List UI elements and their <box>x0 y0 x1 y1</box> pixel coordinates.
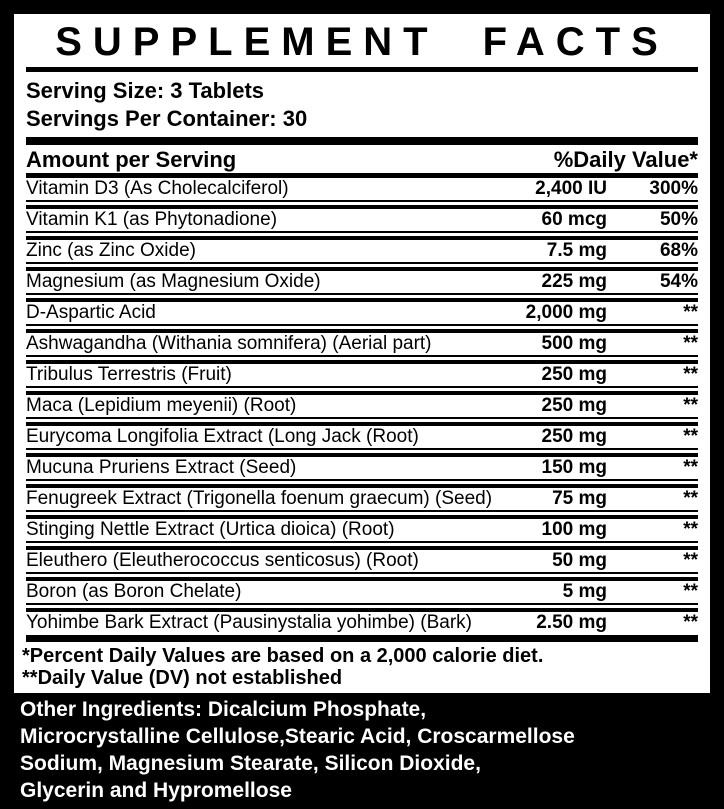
row-divider <box>26 262 698 271</box>
ingredient-daily-value: ** <box>683 488 698 509</box>
row-divider <box>26 231 698 240</box>
section-divider-bar <box>26 137 698 145</box>
table-row: Ashwagandha (Withania somnifera) (Aerial… <box>26 333 698 355</box>
amount-per-serving-header: Amount per Serving <box>26 147 237 172</box>
table-row: Eurycoma Longifolia Extract (Long Jack (… <box>26 426 698 448</box>
ingredient-name: Eleuthero (Eleutherococcus senticosus) (… <box>26 550 419 571</box>
ingredient-daily-value: ** <box>683 302 698 323</box>
servings-per-container: Servings Per Container: 30 <box>26 106 308 131</box>
row-divider <box>26 324 698 333</box>
panel-title: SUPPLEMENT FACTS <box>55 20 669 64</box>
table-row: Vitamin K1 (as Phytonadione) 60 mcg 50% <box>26 209 698 231</box>
ingredient-daily-value: 54% <box>659 271 698 292</box>
ingredient-name: Boron (as Boron Chelate) <box>26 581 242 602</box>
ingredient-name: Yohimbe Bark Extract (Pausinystalia yohi… <box>26 612 472 633</box>
ingredient-name: Stinging Nettle Extract (Urtica dioica) … <box>26 519 395 540</box>
ingredient-daily-value: ** <box>683 333 698 354</box>
row-divider <box>26 448 698 457</box>
ingredient-daily-value: ** <box>683 519 698 540</box>
table-row: D-Aspartic Acid 2,000 mg ** <box>26 302 698 324</box>
ingredient-name: Fenugreek Extract (Trigonella foenum gra… <box>26 488 493 509</box>
ingredient-amount: 50 mg <box>552 550 607 571</box>
table-row: Mucuna Pruriens Extract (Seed) 150 mg ** <box>26 457 698 479</box>
ingredient-amount: 250 mg <box>541 364 607 385</box>
ingredient-name: Maca (Lepidium meyenii) (Root) <box>26 395 297 416</box>
ingredient-amount: 100 mg <box>541 519 607 540</box>
ingredient-name: Vitamin K1 (as Phytonadione) <box>26 209 278 230</box>
row-divider <box>26 603 698 612</box>
header-divider <box>26 173 698 178</box>
ingredient-name: Tribulus Terrestris (Fruit) <box>26 364 232 385</box>
row-divider <box>26 293 698 302</box>
ingredient-amount: 250 mg <box>541 395 607 416</box>
ingredient-amount: 2.50 mg <box>536 612 607 633</box>
ingredient-amount: 150 mg <box>541 457 607 478</box>
ingredient-name: Mucuna Pruriens Extract (Seed) <box>26 457 297 478</box>
other-ingredients-text: Other Ingredients: Dicalcium Phosphate, … <box>20 698 575 802</box>
table-row: Boron (as Boron Chelate) 5 mg ** <box>26 581 698 603</box>
ingredient-amount: 5 mg <box>562 581 607 602</box>
ingredient-name: Magnesium (as Magnesium Oxide) <box>26 271 321 292</box>
ingredient-daily-value: 50% <box>659 209 698 230</box>
ingredient-daily-value: ** <box>683 364 698 385</box>
table-row: Stinging Nettle Extract (Urtica dioica) … <box>26 519 698 541</box>
ingredient-daily-value: ** <box>683 457 698 478</box>
table-row: Maca (Lepidium meyenii) (Root) 250 mg ** <box>26 395 698 417</box>
footnote-dv-not-established: **Daily Value (DV) not established <box>22 667 343 689</box>
ingredient-amount: 2,400 IU <box>535 178 607 199</box>
footnotes: *Percent Daily Values are based on a 2,0… <box>22 645 698 689</box>
ingredient-daily-value: ** <box>683 581 698 602</box>
row-divider <box>26 417 698 426</box>
ingredient-name: Ashwagandha (Withania somnifera) (Aerial… <box>26 333 432 354</box>
table-row: Tribulus Terrestris (Fruit) 250 mg ** <box>26 364 698 386</box>
row-divider <box>26 355 698 364</box>
supplement-facts-panel: SUPPLEMENT FACTS Serving Size: 3 Tablets… <box>8 8 716 699</box>
ingredient-daily-value: ** <box>683 612 698 633</box>
table-row: Vitamin D3 (As Cholecalciferol) 2,400 IU… <box>26 178 698 200</box>
ingredient-daily-value: ** <box>683 550 698 571</box>
ingredient-daily-value: 68% <box>659 240 698 261</box>
ingredient-daily-value: ** <box>683 395 698 416</box>
ingredient-amount: 225 mg <box>541 271 607 292</box>
footnote-daily-values: *Percent Daily Values are based on a 2,0… <box>22 645 544 667</box>
ingredient-name: Vitamin D3 (As Cholecalciferol) <box>26 178 289 199</box>
row-divider <box>26 541 698 550</box>
row-divider <box>26 572 698 581</box>
title-divider <box>26 67 698 72</box>
table-row: Yohimbe Bark Extract (Pausinystalia yohi… <box>26 612 698 634</box>
table-row: Eleuthero (Eleutherococcus senticosus) (… <box>26 550 698 572</box>
ingredient-amount: 500 mg <box>541 333 607 354</box>
ingredient-name: Zinc (as Zinc Oxide) <box>26 240 196 261</box>
ingredient-amount: 2,000 mg <box>525 302 607 323</box>
table-row: Zinc (as Zinc Oxide) 7.5 mg 68% <box>26 240 698 262</box>
ingredient-amount: 250 mg <box>541 426 607 447</box>
row-divider <box>26 510 698 519</box>
table-row: Magnesium (as Magnesium Oxide) 225 mg 54… <box>26 271 698 293</box>
row-divider <box>26 479 698 488</box>
table-header: Amount per Serving %Daily Value* <box>26 147 698 173</box>
ingredient-daily-value: 300% <box>649 178 698 199</box>
ingredient-daily-value: ** <box>683 426 698 447</box>
daily-value-header: %Daily Value* <box>553 147 698 172</box>
serving-size: Serving Size: 3 Tablets <box>26 78 265 103</box>
ingredient-name: Eurycoma Longifolia Extract (Long Jack (… <box>26 426 419 447</box>
ingredient-amount: 75 mg <box>552 488 607 509</box>
ingredient-amount: 7.5 mg <box>546 240 607 261</box>
footnote-divider-bar <box>26 635 698 642</box>
ingredient-amount: 60 mcg <box>541 209 607 230</box>
row-divider <box>26 200 698 209</box>
table-row: Fenugreek Extract (Trigonella foenum gra… <box>26 488 698 510</box>
ingredient-name: D-Aspartic Acid <box>26 302 156 323</box>
row-divider <box>26 386 698 395</box>
serving-info: Serving Size: 3 Tablets Servings Per Con… <box>26 77 698 133</box>
